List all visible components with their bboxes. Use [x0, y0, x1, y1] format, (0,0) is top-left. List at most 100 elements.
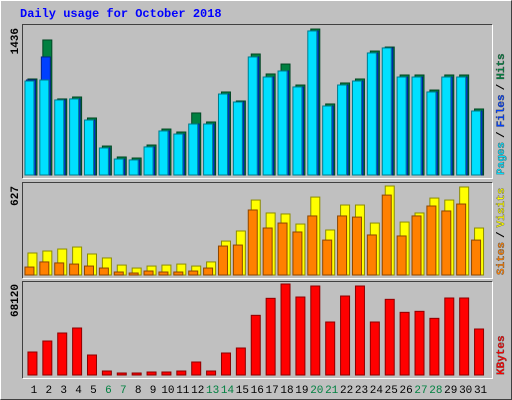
- bar: [250, 314, 261, 376]
- bar: [39, 79, 50, 176]
- bar: [203, 123, 214, 176]
- bar: [57, 332, 68, 376]
- x-tick-label: 15: [236, 385, 249, 397]
- bar: [351, 80, 362, 176]
- bar: [310, 285, 321, 376]
- x-tick-label: 12: [191, 385, 204, 397]
- bar: [232, 244, 243, 276]
- bar: [322, 239, 333, 276]
- bar: [188, 270, 199, 276]
- x-tick-label: 5: [90, 385, 97, 397]
- legend: Sites / Visits: [496, 188, 508, 275]
- bar: [441, 210, 452, 276]
- bar: [158, 271, 169, 276]
- bar: [262, 76, 273, 176]
- bar: [384, 298, 395, 376]
- bar: [39, 261, 50, 276]
- legend-entry: Visits: [496, 188, 508, 228]
- bar: [83, 265, 94, 276]
- bar: [217, 93, 228, 176]
- bar: [131, 372, 142, 376]
- bar: [459, 297, 470, 376]
- bar: [322, 105, 333, 176]
- x-tick-label: 21: [325, 385, 339, 397]
- bar: [381, 47, 392, 176]
- plot-frame-light: [22, 182, 493, 279]
- bar: [444, 297, 455, 376]
- bar: [113, 271, 124, 276]
- x-tick-label: 22: [340, 385, 353, 397]
- x-tick-label: 25: [385, 385, 398, 397]
- bar: [292, 231, 303, 276]
- x-tick-label: 2: [46, 385, 53, 397]
- bar: [265, 297, 276, 376]
- y-tick-label: 68120: [10, 284, 22, 317]
- bar: [128, 159, 139, 176]
- x-tick-label: 14: [221, 385, 235, 397]
- x-tick-label: 23: [355, 385, 368, 397]
- legend-separator: /: [496, 83, 508, 90]
- bar: [191, 361, 202, 376]
- legend-separator: /: [496, 131, 508, 138]
- x-tick-label: 3: [60, 385, 67, 397]
- plot-frame-dark: [22, 182, 493, 279]
- plot-frame-light: [22, 281, 493, 379]
- x-tick-label: 27: [414, 385, 427, 397]
- plot-frame-light: [22, 24, 493, 179]
- bar: [280, 283, 291, 376]
- bar: [83, 119, 94, 176]
- y-tick-label: 1436: [10, 28, 22, 54]
- x-tick-label: 4: [75, 385, 82, 397]
- bar: [247, 56, 258, 176]
- legend-entry: Hits: [496, 53, 508, 79]
- bar: [369, 321, 380, 376]
- bar: [27, 351, 38, 376]
- bar: [414, 310, 425, 376]
- bar: [411, 215, 422, 276]
- bar: [277, 70, 288, 176]
- bar: [277, 222, 288, 276]
- bar: [206, 370, 217, 376]
- bar: [42, 340, 53, 376]
- bar: [247, 209, 258, 276]
- bar: [72, 327, 83, 376]
- chart-title: Daily usage for October 2018: [20, 7, 222, 21]
- bar: [69, 98, 80, 176]
- bar: [158, 130, 169, 176]
- bar: [426, 205, 437, 276]
- legend-entry: Sites: [496, 242, 508, 275]
- bar: [399, 311, 410, 376]
- bar: [354, 285, 365, 376]
- bar: [235, 347, 246, 376]
- x-tick-label: 13: [206, 385, 219, 397]
- bar: [474, 328, 485, 376]
- bar: [98, 267, 109, 276]
- bar: [456, 203, 467, 276]
- x-tick-label: 30: [459, 385, 472, 397]
- bar: [24, 266, 35, 276]
- bar: [113, 158, 124, 176]
- legend-entry: Pages: [496, 142, 508, 175]
- bar: [441, 76, 452, 176]
- bar: [366, 234, 377, 276]
- bar: [217, 245, 228, 276]
- bar: [143, 146, 154, 176]
- bar: [101, 370, 112, 376]
- bar: [411, 76, 422, 176]
- bar: [351, 216, 362, 276]
- bar: [173, 133, 184, 176]
- bar: [176, 370, 187, 376]
- bar: [471, 110, 482, 176]
- x-tick-label: 10: [161, 385, 174, 397]
- legend-separator: /: [496, 231, 508, 238]
- x-tick-label: 7: [120, 385, 127, 397]
- bar: [396, 76, 407, 176]
- bar: [429, 317, 440, 376]
- y-tick-label: 627: [10, 186, 22, 206]
- x-tick-label: 26: [400, 385, 413, 397]
- bar: [471, 239, 482, 276]
- x-tick-label: 18: [280, 385, 293, 397]
- bar: [69, 263, 80, 276]
- bar: [54, 262, 65, 276]
